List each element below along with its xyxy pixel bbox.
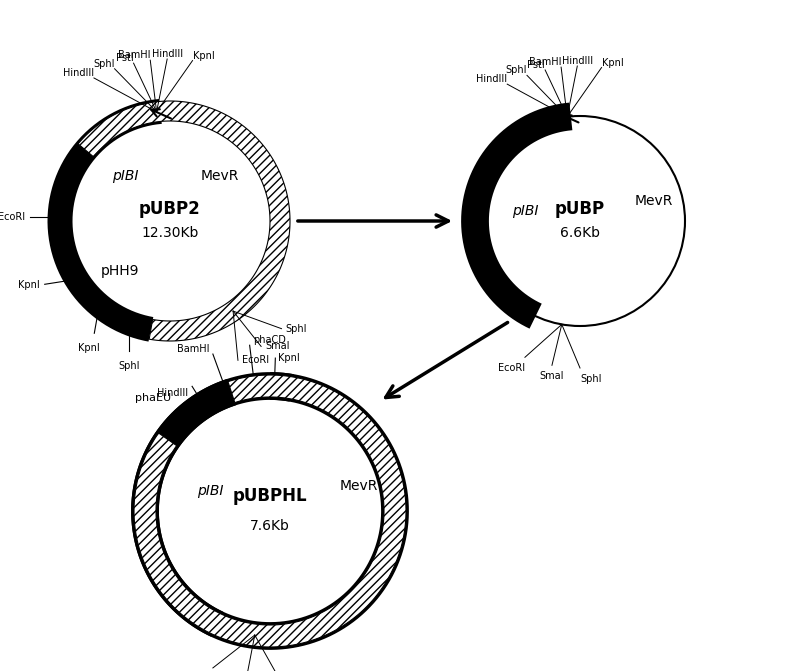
- Polygon shape: [78, 101, 290, 341]
- Text: phaCD: phaCD: [253, 336, 286, 346]
- Text: 12.30Kb: 12.30Kb: [142, 226, 198, 240]
- Text: SphI: SphI: [93, 59, 114, 68]
- Text: phaEU: phaEU: [135, 393, 171, 403]
- Text: PstI: PstI: [527, 60, 545, 70]
- Text: HindIII: HindIII: [63, 68, 94, 78]
- Text: pHH9: pHH9: [101, 264, 139, 278]
- Text: HindIII: HindIII: [157, 389, 188, 399]
- Text: 6.6Kb: 6.6Kb: [560, 226, 600, 240]
- Text: 7.6Kb: 7.6Kb: [250, 519, 290, 533]
- Text: pIBI: pIBI: [512, 204, 538, 218]
- Text: EcoRI: EcoRI: [498, 363, 525, 373]
- Text: SmaI: SmaI: [265, 342, 290, 352]
- Text: BamHI: BamHI: [178, 344, 210, 354]
- Text: KpnI: KpnI: [193, 50, 214, 60]
- Text: EcoRI: EcoRI: [242, 356, 269, 365]
- Text: KpnI: KpnI: [78, 344, 100, 353]
- Text: KpnI: KpnI: [278, 353, 300, 363]
- Text: MevR: MevR: [635, 194, 674, 208]
- Text: KpnI: KpnI: [602, 58, 623, 68]
- Text: pUBPHL: pUBPHL: [233, 487, 307, 505]
- Text: pUBP: pUBP: [555, 200, 605, 218]
- Text: PstI: PstI: [116, 53, 134, 63]
- Text: BamHI: BamHI: [529, 57, 561, 67]
- Text: HindIII: HindIII: [476, 74, 507, 84]
- Text: SphI: SphI: [118, 361, 139, 371]
- Text: SmaI: SmaI: [540, 371, 564, 381]
- Text: MevR: MevR: [340, 479, 378, 493]
- Text: pIBI: pIBI: [112, 169, 138, 183]
- Text: HindIII: HindIII: [152, 49, 182, 59]
- Text: pIBI: pIBI: [197, 484, 223, 498]
- Text: pUBP2: pUBP2: [139, 200, 201, 218]
- Text: SphI: SphI: [286, 323, 307, 333]
- Text: BamHI: BamHI: [118, 50, 150, 60]
- Text: MevR: MevR: [201, 169, 239, 183]
- Polygon shape: [134, 375, 406, 647]
- Text: KpnI: KpnI: [18, 280, 40, 291]
- Text: EcoRI: EcoRI: [0, 212, 25, 222]
- Text: HindIII: HindIII: [562, 56, 593, 66]
- Text: SphI: SphI: [580, 374, 602, 384]
- Text: SphI: SphI: [506, 65, 527, 75]
